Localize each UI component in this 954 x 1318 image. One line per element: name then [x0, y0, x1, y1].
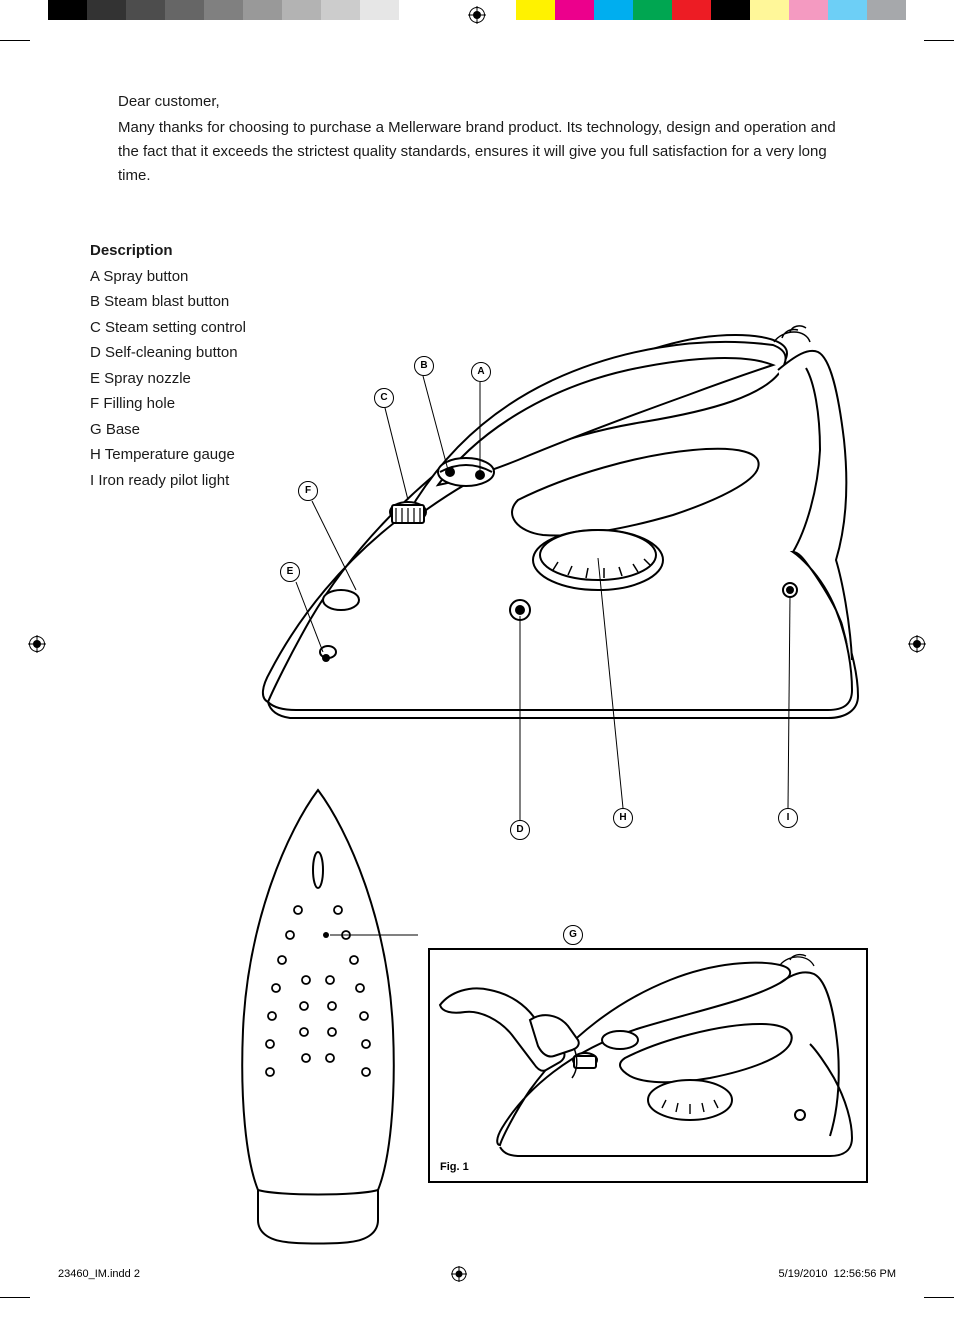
color-swatch — [789, 0, 828, 20]
color-swatch — [282, 0, 321, 20]
color-swatch — [828, 0, 867, 20]
callout-H-icon: H — [613, 808, 633, 828]
footer-filename: 23460_IM.indd 2 — [58, 1268, 140, 1280]
callout-D-icon: D — [510, 820, 530, 840]
registration-mark-icon — [28, 635, 46, 653]
callout-F-icon: F — [298, 481, 318, 501]
color-swatch — [555, 0, 594, 20]
color-swatch — [360, 0, 399, 20]
color-swatch — [672, 0, 711, 20]
callout-G-icon: G — [563, 925, 583, 945]
registration-mark-icon — [468, 6, 486, 24]
crop-mark-icon — [0, 1297, 30, 1298]
callout-B-icon: B — [414, 356, 434, 376]
iron-diagram: A B C F E D H I — [218, 300, 878, 800]
color-swatch — [243, 0, 282, 20]
color-swatch — [165, 0, 204, 20]
color-swatch — [711, 0, 750, 20]
intro-greeting: Dear customer, — [118, 90, 856, 114]
intro-text: Dear customer, Many thanks for choosing … — [118, 90, 856, 190]
color-swatch — [126, 0, 165, 20]
callout-C-icon: C — [374, 388, 394, 408]
soleplate-diagram: G — [218, 780, 418, 1210]
figure-1-inset: Fig. 1 — [428, 948, 868, 1183]
color-swatch — [87, 0, 126, 20]
crop-mark-icon — [924, 40, 954, 41]
description-heading: Description — [90, 238, 246, 264]
callout-I-icon: I — [778, 808, 798, 828]
color-swatch — [204, 0, 243, 20]
color-swatch — [48, 0, 87, 20]
page-footer: 23460_IM.indd 2 5/19/2010 12:56:56 PM — [58, 1266, 896, 1282]
color-swatch — [750, 0, 789, 20]
description-item: A Spray button — [90, 264, 246, 290]
figure-caption: Fig. 1 — [440, 1161, 469, 1173]
color-swatch — [867, 0, 906, 20]
color-swatch — [399, 0, 438, 20]
registration-mark-icon — [908, 635, 926, 653]
intro-body: Many thanks for choosing to purchase a M… — [118, 116, 856, 188]
registration-mark-icon — [451, 1266, 467, 1282]
page-body: Dear customer, Many thanks for choosing … — [48, 40, 906, 1278]
callout-A-icon: A — [471, 362, 491, 382]
crop-mark-icon — [0, 40, 30, 41]
footer-datetime: 5/19/2010 12:56:56 PM — [779, 1268, 896, 1280]
crop-mark-icon — [924, 1297, 954, 1298]
color-swatch — [516, 0, 555, 20]
color-swatch — [321, 0, 360, 20]
callout-E-icon: E — [280, 562, 300, 582]
color-swatch — [594, 0, 633, 20]
color-swatch — [633, 0, 672, 20]
